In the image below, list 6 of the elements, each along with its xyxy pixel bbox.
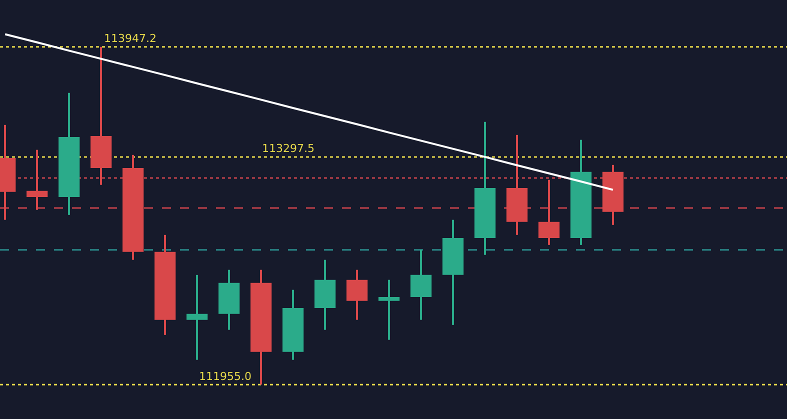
ref-line-label: 113947.2	[104, 32, 156, 45]
candlestick	[26, 150, 48, 210]
candlestick	[186, 274, 208, 360]
ref-line-label: 113297.5	[262, 142, 314, 155]
ref-line-label: 111955.0	[199, 370, 252, 383]
candlestick	[378, 280, 400, 340]
